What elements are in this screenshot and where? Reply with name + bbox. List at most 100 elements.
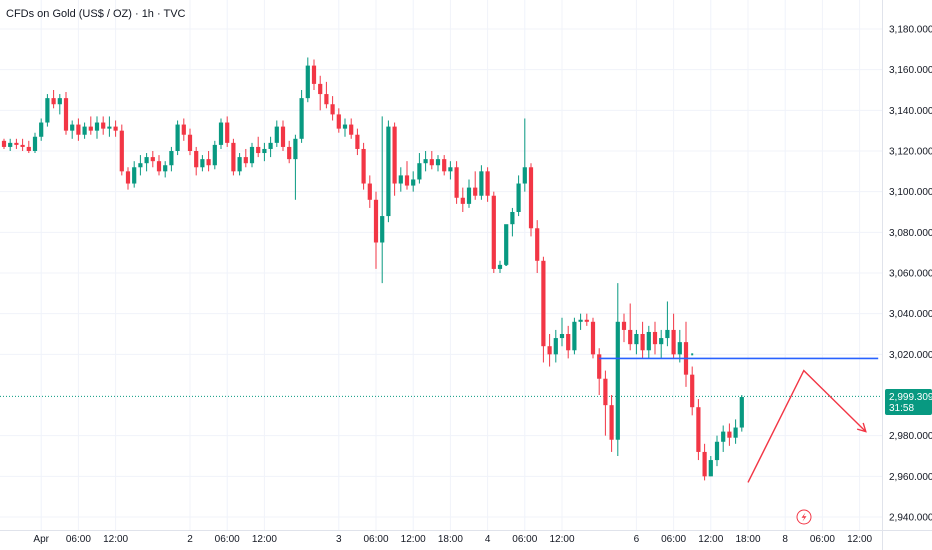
- x-tick-label: 18:00: [735, 534, 760, 545]
- x-tick-label: 12:00: [698, 534, 723, 545]
- candle-body: [572, 321, 577, 351]
- candle-body: [398, 175, 403, 184]
- candle-body: [528, 167, 534, 229]
- candle-body: [473, 187, 478, 196]
- candle-body: [435, 159, 441, 166]
- x-tick-label: 3: [336, 534, 342, 545]
- candle: [32, 132, 38, 154]
- candle-body: [125, 171, 131, 184]
- candle: [541, 256, 546, 363]
- candle-body: [119, 130, 124, 172]
- candle: [63, 92, 69, 135]
- candle-body: [559, 334, 565, 339]
- candle-body: [411, 179, 416, 186]
- candle-body: [274, 126, 279, 143]
- candle: [175, 120, 180, 156]
- candle: [1, 138, 7, 149]
- lightning-icon[interactable]: [796, 509, 812, 525]
- candle: [411, 171, 416, 192]
- candle: [522, 118, 527, 192]
- candle: [609, 395, 614, 452]
- x-tick-label: 6: [634, 534, 640, 545]
- candle: [88, 116, 93, 135]
- candle-body: [479, 171, 484, 196]
- candle: [225, 116, 230, 147]
- candle: [367, 175, 372, 208]
- x-tick-label: 06:00: [512, 534, 537, 545]
- candle: [107, 116, 112, 137]
- time-axis[interactable]: Apr 06:00 12:00 2 06:00 12:00 3 06:00 12:00 18:00…: [33, 534, 872, 545]
- candle: [200, 155, 205, 172]
- candle: [671, 313, 676, 359]
- candle: [94, 116, 100, 139]
- candle: [101, 116, 106, 135]
- candle: [39, 118, 44, 141]
- candle-body: [423, 159, 428, 164]
- candle-body: [156, 161, 162, 172]
- candle-body: [597, 354, 602, 379]
- candle: [336, 108, 341, 133]
- candle-body: [1, 140, 7, 147]
- candle: [572, 317, 577, 355]
- candle-body: [144, 157, 149, 164]
- projection-path[interactable]: [747, 369, 867, 483]
- candle-body: [739, 397, 744, 428]
- candle-body: [82, 126, 87, 135]
- candle: [659, 329, 664, 359]
- candle-body: [218, 122, 224, 145]
- candle-body: [590, 321, 596, 355]
- candle-body: [101, 122, 106, 129]
- candle-body: [32, 136, 38, 151]
- candle: [429, 151, 434, 170]
- candle: [8, 138, 13, 151]
- candle: [256, 136, 261, 158]
- candle-body: [256, 146, 261, 154]
- candle: [584, 313, 589, 326]
- y-tick-label: 3,060.000: [889, 269, 932, 280]
- candle: [708, 456, 713, 477]
- candle-body: [522, 167, 527, 184]
- candle: [448, 161, 453, 180]
- projection-arrow-head: [856, 422, 867, 433]
- y-tick-label: 3,140.000: [889, 106, 932, 117]
- candle: [237, 153, 242, 176]
- candle: [262, 142, 267, 162]
- candle: [454, 161, 459, 204]
- candle-body: [26, 146, 31, 151]
- candle: [640, 321, 645, 359]
- candle-body: [429, 159, 434, 166]
- candle: [169, 146, 174, 172]
- candle-body: [324, 94, 329, 105]
- candle-body: [39, 122, 44, 137]
- chart-title: CFDs on Gold (US$ / OZ) · 1h · TVC: [6, 8, 186, 20]
- x-tick-label: 12:00: [549, 534, 574, 545]
- candle: [473, 171, 478, 200]
- candle: [721, 425, 726, 452]
- candle: [287, 140, 292, 164]
- candle-body: [355, 134, 360, 149]
- candle-body: [417, 163, 422, 180]
- candle-body: [634, 334, 639, 345]
- candle: [423, 151, 428, 172]
- candle-body: [8, 142, 13, 147]
- candle-body: [566, 334, 571, 351]
- candle-body: [163, 165, 168, 172]
- price-axis[interactable]: 3,180.000 3,160.000 3,140.000 3,120.000 3,10…: [889, 25, 932, 524]
- candle-body: [70, 124, 75, 131]
- price-badge-countdown: 31:58: [889, 403, 914, 414]
- candle-body: [659, 338, 664, 345]
- candle-body: [14, 142, 19, 145]
- candle: [597, 348, 602, 395]
- candle: [646, 325, 651, 359]
- candle: [150, 151, 155, 168]
- candle-body: [181, 124, 186, 135]
- candle: [355, 128, 360, 156]
- candle-body: [497, 264, 503, 269]
- candle: [132, 161, 137, 188]
- candle-body: [578, 319, 583, 322]
- candle: [727, 423, 732, 446]
- candle-body: [671, 329, 676, 355]
- candle-body: [311, 65, 317, 84]
